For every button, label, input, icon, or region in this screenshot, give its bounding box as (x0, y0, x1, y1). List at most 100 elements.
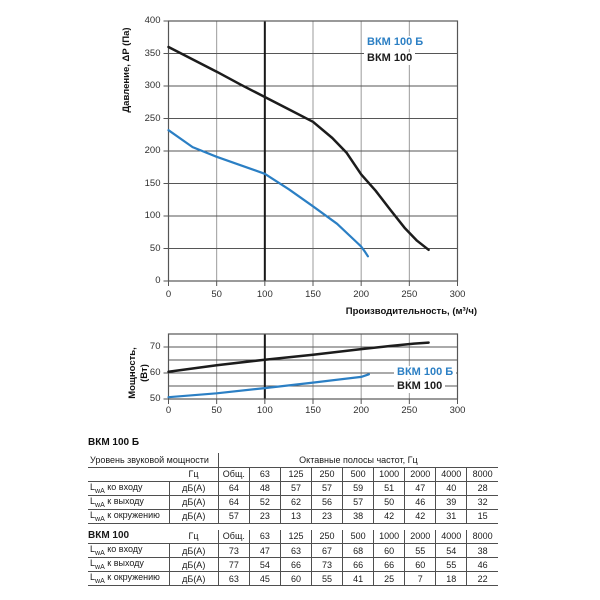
pressure-x-tick-label: 200 (353, 289, 370, 300)
table-row: LwA к выходу дБ(А) 77 54 66 73 66 66 60 55 46 (88, 557, 498, 572)
pressure-y-tick-label: 400 (144, 15, 161, 26)
value-cell: 13 (280, 509, 312, 524)
table-row: LwA ко входу дБ(А) 64 48 57 57 59 51 47 40 28 (88, 481, 498, 496)
value-cell: 55 (311, 571, 344, 586)
pressure-y-tick-label: 300 (144, 80, 161, 91)
value-cell: 46 (404, 495, 437, 510)
value-cell: 47 (249, 543, 281, 558)
value-cell: 42 (404, 509, 437, 524)
pressure-y-tick-label: 150 (144, 177, 161, 189)
pressure-x-tick-label: 150 (305, 289, 321, 300)
power-x-tick-label: 150 (305, 405, 321, 416)
row-label: LwA ко входу (88, 481, 170, 496)
pressure-x-tick-label: 100 (256, 289, 273, 300)
pressure-y-axis-label: Давление, ΔP (Па) (121, 27, 132, 113)
row-label: LwA ко входу (88, 543, 170, 558)
value-cell: 40 (435, 481, 468, 496)
sound-power-tables: ВКМ 100 Б Уровень звуковой мощности Октавн… (88, 437, 502, 592)
value-cell: 68 (342, 543, 375, 558)
pressure-y-tick-label: 0 (155, 275, 161, 286)
table-title-corner: ВКМ 100 (88, 529, 170, 544)
value-cell: 32 (466, 495, 498, 510)
freq-header: 63 (249, 467, 281, 482)
value-cell: 52 (249, 495, 281, 510)
freq-header: 500 (342, 467, 375, 482)
value-cell: 60 (373, 543, 406, 558)
table-row: LwA к выходу дБ(А) 64 52 62 56 57 50 46 39 32 (88, 495, 498, 510)
freq-header: 125 (280, 467, 312, 482)
table-title: ВКМ 100 Б (88, 437, 140, 448)
power-y-tick-label: 60 (149, 367, 161, 378)
value-cell: 66 (342, 557, 375, 572)
value-cell: 60 (280, 571, 312, 586)
value-cell: 67 (311, 543, 344, 558)
pressure-x-tick-label: 0 (165, 289, 172, 300)
value-cell: 57 (280, 481, 312, 496)
curve-вкм-100-б (167, 129, 369, 258)
value-cell: 64 (218, 495, 250, 510)
column-header-row: Гц Общ. 63 125 250 500 1000 2000 4000 8000 (88, 467, 498, 482)
value-cell: 62 (280, 495, 312, 510)
value-cell: 38 (466, 543, 498, 558)
power-x-tick-label: 200 (353, 405, 370, 416)
freq-header: 2000 (404, 529, 437, 544)
value-cell: 56 (311, 495, 344, 510)
pressure-x-axis-label: Производительность, (м³/ч) (345, 306, 477, 317)
unit-header: Гц (169, 529, 219, 544)
value-cell: 57 (311, 481, 344, 496)
freq-header: 250 (311, 467, 344, 482)
legend-label-вкм-100: ВКМ 100 (364, 52, 416, 65)
value-cell: 57 (342, 495, 375, 510)
legend-label-вкм-100-б: ВКМ 100 Б (364, 36, 427, 49)
power-x-tick-label: 0 (165, 405, 172, 416)
table-row: LwA к окружению дБ(А) 57 23 13 23 38 42 42 31 15 (88, 509, 498, 524)
value-cell: 38 (342, 509, 375, 524)
table-row: LwA к окружению дБ(А) 63 45 60 55 41 25 7 18 22 (88, 571, 498, 586)
value-cell: 42 (373, 509, 406, 524)
freq-header: 4000 (435, 467, 468, 482)
group-header-right: Октавные полосы частот, Гц (218, 453, 498, 468)
value-cell: 39 (435, 495, 468, 510)
value-cell: 66 (373, 557, 406, 572)
value-cell: 41 (342, 571, 375, 586)
unit-header: Гц (169, 467, 219, 482)
curve-вкм-100 (167, 341, 430, 373)
value-cell: 63 (218, 571, 250, 586)
value-cell: 28 (466, 481, 498, 496)
value-cell: 31 (435, 509, 468, 524)
freq-header: 2000 (404, 467, 437, 482)
value-cell: 77 (218, 557, 250, 572)
pressure-y-tick-label: 50 (149, 242, 161, 254)
unit-cell: дБ(А) (169, 509, 219, 524)
value-cell: 18 (435, 571, 468, 586)
freq-header: 4000 (435, 529, 468, 544)
pressure-x-tick-label: 50 (211, 289, 222, 300)
table-row: LwA ко входу дБ(А) 73 47 63 67 68 60 55 54 38 (88, 543, 498, 558)
value-cell: 73 (218, 543, 250, 558)
power-y-tick-label: 50 (149, 393, 161, 404)
power-x-tick-label: 100 (256, 405, 273, 416)
freq-header: 1000 (373, 529, 406, 544)
value-cell: 23 (249, 509, 281, 524)
value-cell: 73 (311, 557, 344, 572)
pressure-y-tick-label: 200 (144, 145, 161, 156)
sound-power-table-vkm-100: ВКМ 100 Гц Общ. 63 125 250 500 1000 2000 4000 8000… (88, 529, 498, 586)
freq-header: 1000 (373, 467, 406, 482)
column-header-row: ВКМ 100 Гц Общ. 63 125 250 500 1000 2000 4000 8000 (88, 529, 498, 544)
legend-label-вкм-100: ВКМ 100 (394, 380, 446, 393)
curve-вкм-100-б (167, 373, 370, 399)
freq-header: Общ. (218, 529, 250, 544)
freq-header: Общ. (218, 467, 250, 482)
value-cell: 45 (249, 571, 281, 586)
unit-cell: дБ(А) (169, 495, 219, 510)
legend-label-вкм-100-б: ВКМ 100 Б (394, 366, 457, 379)
empty-corner (88, 467, 170, 482)
freq-header: 63 (249, 529, 281, 544)
row-label: LwA к окружению (88, 509, 170, 524)
power-y-tick-label: 70 (149, 341, 161, 352)
value-cell: 60 (404, 557, 437, 572)
power-x-tick-label: 50 (211, 405, 222, 416)
value-cell: 63 (280, 543, 312, 558)
pressure-x-tick-label: 300 (449, 289, 466, 300)
